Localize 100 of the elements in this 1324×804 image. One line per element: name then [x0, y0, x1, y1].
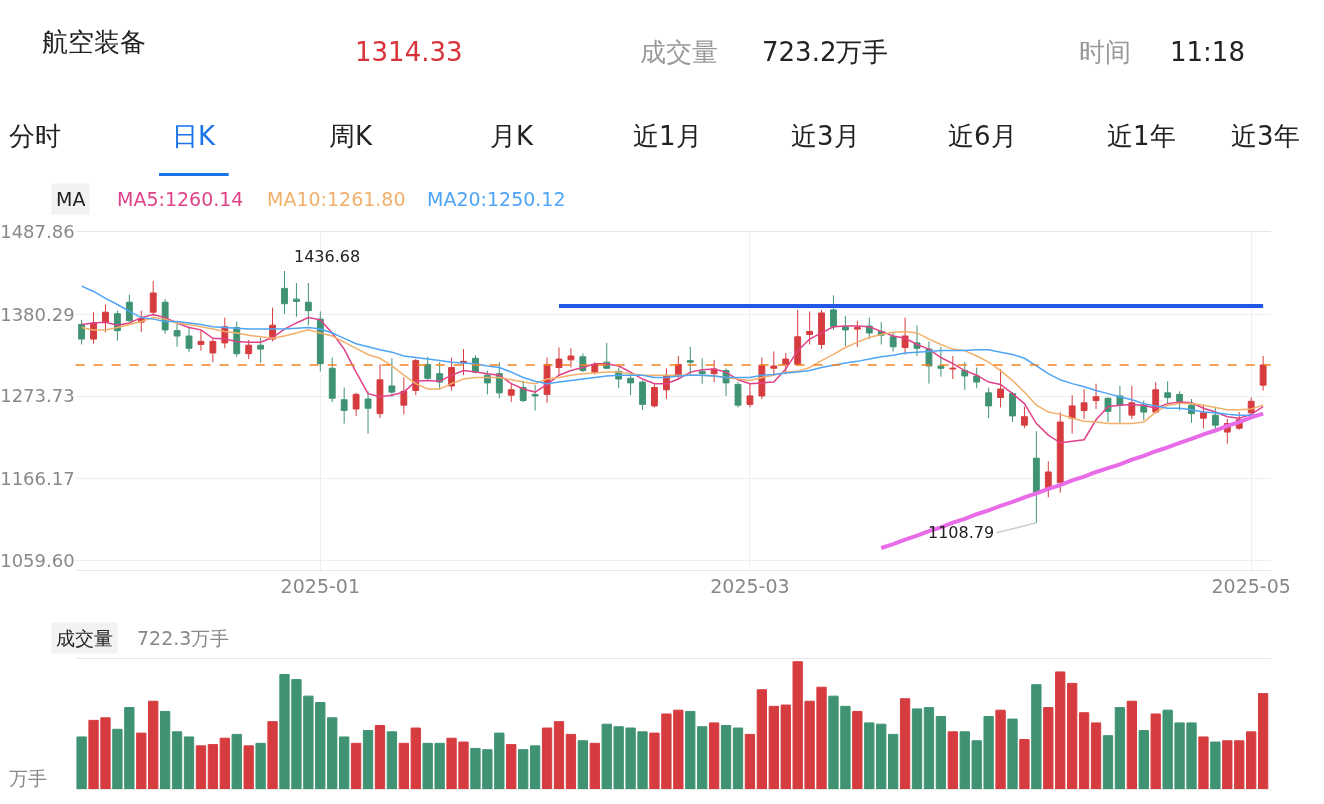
- text: 周K: [329, 121, 373, 151]
- text: MA20:1250.12: [427, 188, 566, 210]
- candlestick: [686, 346, 694, 376]
- text: 近3年: [1231, 121, 1300, 151]
- candlestick: [806, 310, 814, 345]
- bar: [267, 721, 278, 790]
- bar: [195, 745, 207, 790]
- text: 月K: [490, 121, 534, 151]
- candlestick: [173, 322, 181, 348]
- candlestick: [316, 310, 324, 372]
- candlestick: [328, 357, 336, 403]
- candlestick: [197, 329, 205, 352]
- bar: [243, 745, 254, 790]
- candlestick: [507, 382, 515, 403]
- bar: [756, 689, 768, 790]
- candlestick: [483, 370, 491, 395]
- bar: [1257, 693, 1269, 790]
- bar: [231, 733, 242, 790]
- bar: [708, 722, 720, 790]
- candlestick: [818, 309, 825, 350]
- bar: [565, 733, 577, 790]
- y-tick-label: 1166.17: [0, 468, 75, 490]
- candlestick: [78, 319, 86, 345]
- text: MA5:1260.14: [117, 188, 244, 210]
- bar: [947, 731, 958, 790]
- bar: [1210, 741, 1221, 790]
- bar: [171, 731, 183, 790]
- y-tick-label: 1487.86: [0, 220, 75, 242]
- candlestick: [698, 357, 706, 385]
- y-tick-label: 1273.73: [0, 385, 75, 407]
- y-tick-label: 1059.60: [0, 549, 75, 571]
- line-series: [80, 313, 1264, 444]
- text: 分时: [9, 121, 61, 151]
- text: 723.2万手: [762, 37, 889, 67]
- candlestick: [1259, 355, 1267, 392]
- bar: [1019, 738, 1030, 790]
- bar: [744, 733, 756, 790]
- bar: [577, 740, 589, 790]
- line-series: [80, 316, 1264, 425]
- candlestick: [1032, 430, 1040, 524]
- bar: [183, 736, 195, 790]
- candlestick: [245, 339, 253, 360]
- bar: [1078, 712, 1090, 790]
- x-tick-label: 2025-03: [710, 575, 790, 598]
- text: 近6月: [948, 121, 1017, 151]
- candlestick: [1200, 403, 1207, 429]
- candlestick: [1211, 406, 1219, 431]
- x-tick-label: 2025-01: [280, 575, 360, 598]
- candlestick: [304, 282, 312, 326]
- candlestick: [794, 309, 802, 367]
- bar: [76, 736, 87, 790]
- candlestick: [961, 361, 969, 391]
- bar: [159, 710, 171, 790]
- bar: [720, 724, 732, 790]
- bar: [899, 698, 911, 790]
- bar: [518, 749, 529, 790]
- bar: [1090, 722, 1102, 790]
- bar: [995, 709, 1006, 790]
- text: 1314.33: [355, 37, 463, 67]
- candlestick: [400, 377, 408, 415]
- candlestick: [293, 282, 300, 318]
- candlestick: [281, 270, 288, 315]
- candlestick: [841, 315, 849, 347]
- candlestick: [388, 357, 396, 398]
- bar: [386, 731, 398, 790]
- candlestick: [555, 347, 563, 376]
- text: MA: [56, 188, 86, 210]
- candlestick: [1056, 411, 1064, 494]
- candlestick: [340, 386, 348, 425]
- bar: [506, 744, 517, 790]
- candlestick: [424, 356, 432, 381]
- text: 成交量: [56, 627, 113, 649]
- bar: [1102, 735, 1114, 790]
- candlestick: [352, 392, 360, 417]
- candlestick: [853, 320, 861, 348]
- bar: [1031, 684, 1042, 790]
- bar: [207, 744, 219, 790]
- x-tick-label: 2025-05: [1211, 575, 1291, 598]
- bar: [374, 724, 386, 790]
- bar: [529, 745, 541, 790]
- text: 近1年: [1107, 121, 1176, 151]
- candlestick: [185, 326, 193, 353]
- bar: [255, 742, 266, 790]
- candlestick: [1080, 388, 1088, 420]
- bar: [362, 730, 374, 790]
- candlestick: [901, 317, 909, 355]
- candlestick: [1164, 380, 1172, 405]
- candlestick: [770, 350, 778, 375]
- text: 11:18: [1170, 37, 1245, 67]
- candlestick: [1068, 394, 1076, 435]
- annotation: 1436.68: [294, 247, 361, 266]
- candlestick: [1128, 385, 1136, 420]
- candlestick: [734, 381, 742, 408]
- bar: [1114, 707, 1126, 790]
- candlestick: [651, 383, 658, 408]
- bar: [852, 710, 863, 790]
- bar: [541, 727, 553, 790]
- candlestick: [746, 383, 754, 408]
- candlestick: [1176, 390, 1184, 412]
- candlestick: [985, 386, 993, 419]
